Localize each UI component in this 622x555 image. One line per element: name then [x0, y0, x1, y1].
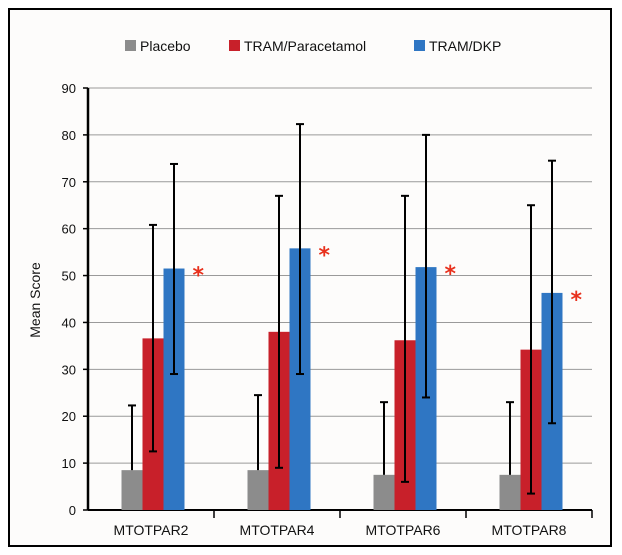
y-tick-label: 90 [62, 81, 76, 96]
y-tick-label: 60 [62, 222, 76, 237]
y-tick-label: 30 [62, 362, 76, 377]
legend-swatch [125, 40, 136, 51]
legend-label: TRAM/DKP [429, 38, 501, 54]
x-tick-label: MTOTPAR8 [492, 522, 567, 538]
significance-asterisk: * [319, 243, 331, 268]
y-tick-label: 80 [62, 128, 76, 143]
bar [289, 248, 311, 511]
significance-markers: * * * * [193, 243, 583, 313]
bar [247, 470, 269, 510]
bar [499, 474, 521, 510]
y-tick-label: 0 [69, 503, 76, 518]
y-tick-label: 20 [62, 409, 76, 424]
y-tick-label: 70 [62, 175, 76, 190]
legend: Placebo TRAM/Paracetamol TRAM/DKP [125, 38, 501, 54]
x-tick-label: MTOTPAR4 [240, 522, 315, 538]
y-tick-label: 50 [62, 269, 76, 284]
legend-swatch [414, 40, 425, 51]
axes: 0 10 20 30 40 50 60 70 80 90 MTOTPAR2 MTOTPAR4 MTOTP… [62, 81, 593, 538]
y-axis-label: Mean Score [27, 262, 43, 338]
bars [121, 248, 563, 511]
legend-swatch [229, 40, 240, 51]
significance-asterisk: * [571, 288, 583, 313]
significance-asterisk: * [445, 262, 457, 287]
bar [163, 268, 185, 510]
x-tick-label: MTOTPAR2 [114, 522, 189, 538]
y-tick-label: 10 [62, 456, 76, 471]
y-tick-label: 40 [62, 315, 76, 330]
x-tick-label: MTOTPAR6 [366, 522, 441, 538]
legend-label: Placebo [140, 38, 191, 54]
significance-asterisk: * [193, 264, 205, 289]
legend-label: TRAM/Paracetamol [244, 38, 366, 54]
bar [373, 474, 395, 510]
bar [121, 470, 143, 510]
error-bars [128, 123, 556, 495]
